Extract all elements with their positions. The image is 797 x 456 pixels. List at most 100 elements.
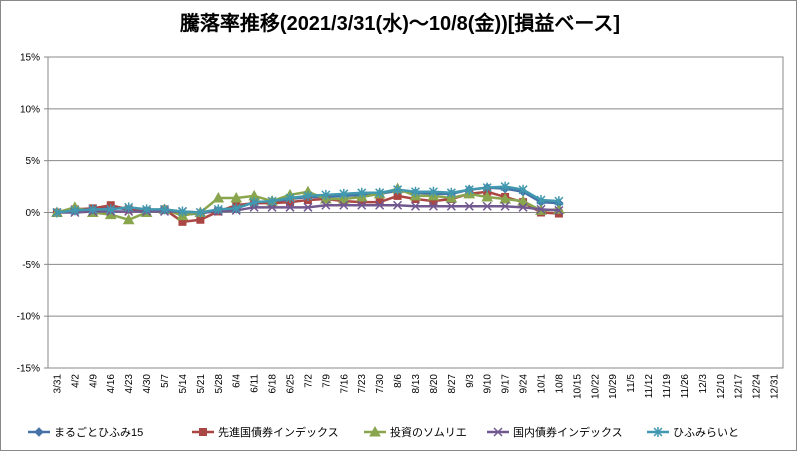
marker [500,181,510,192]
legend-label: 国内債券インデックス [513,425,623,439]
marker [339,200,349,210]
x-tick-label: 12/31 [770,374,781,399]
marker [554,205,564,215]
marker [285,192,295,203]
marker [375,200,385,210]
x-tick-label: 12/17 [734,374,745,399]
x-tick-label: 6/11 [250,374,261,393]
x-tick-label: 12/10 [716,374,727,399]
x-tick-label: 7/30 [375,374,386,394]
y-tick-label: -10% [17,312,40,323]
marker [554,196,564,207]
chart-title: 騰落率推移(2021/3/31(水)～10/8(金))[損益ベース] [180,11,620,35]
x-tick-label: 11/12 [644,374,655,399]
y-tick-label: 10% [20,104,40,115]
marker [428,186,438,197]
marker [482,201,492,211]
marker [231,203,241,214]
x-tick-label: 6/4 [232,374,243,388]
x-tick-label: 8/27 [447,374,458,394]
legend-marker [199,428,207,436]
marker [321,189,331,200]
marker [482,182,492,193]
y-tick-label: 5% [26,156,41,167]
marker [159,204,170,215]
x-tick-label: 4/9 [88,374,99,388]
marker [124,202,134,213]
x-tick-label: 5/28 [214,374,225,394]
x-tick-label: 7/2 [303,374,314,388]
x-tick-label: 12/24 [752,374,763,399]
y-tick-label: -15% [17,364,40,375]
y-tick-label: 15% [20,53,40,64]
x-tick-label: 10/29 [608,374,619,399]
x-tick-label: 7/23 [357,374,368,394]
x-tick-label: 11/19 [662,374,673,399]
marker [70,205,80,216]
marker [357,200,367,210]
x-tick-label: 8/13 [411,374,422,394]
marker [177,206,187,217]
x-tick-label: 11/5 [626,374,637,393]
y-tick-label: 0% [26,208,41,219]
x-tick-label: 4/30 [142,374,153,394]
marker [303,190,313,201]
marker [321,200,331,210]
legend-marker [369,425,381,437]
x-tick-label: 9/3 [465,374,476,388]
marker [410,186,421,197]
x-tick-label: 5/7 [160,374,171,388]
marker [285,202,295,212]
legend-marker [34,427,44,437]
x-tick-label: 12/3 [698,374,709,394]
x-tick-label: 10/15 [572,374,583,399]
x-tick-label: 5/21 [196,374,207,394]
marker [249,197,259,208]
marker [410,201,421,211]
marker [88,204,98,215]
x-tick-label: 7/16 [339,374,350,394]
marker [339,188,349,199]
marker [303,202,313,212]
marker [428,201,438,211]
x-tick-label: 8/6 [393,374,404,388]
legend-label: 先進国債券インデックス [218,425,339,439]
marker [357,187,367,198]
marker [481,190,494,202]
marker [213,204,223,215]
marker [142,204,152,215]
marker [212,191,225,203]
marker [518,184,528,195]
marker [499,192,511,204]
marker [446,187,456,198]
x-tick-label: 9/17 [501,374,512,394]
marker [106,204,116,215]
y-tick-label: -5% [22,260,40,271]
x-tick-label: 6/25 [286,374,297,394]
legend-label: ひふみらいと [673,426,739,439]
marker [393,200,403,210]
marker [230,191,243,203]
marker [393,184,403,195]
marker [464,184,474,195]
marker [500,201,510,211]
marker [375,187,385,198]
x-tick-label: 6/18 [268,374,279,394]
x-tick-label: 4/2 [70,374,81,388]
marker [122,213,135,225]
x-tick-label: 7/9 [321,374,332,388]
x-tick-label: 3/31 [52,374,63,394]
x-tick-label: 10/22 [590,374,601,399]
x-tick-label: 5/14 [178,374,189,394]
x-tick-label: 9/24 [519,374,530,394]
x-tick-label: 10/8 [554,374,565,394]
marker [267,196,277,207]
x-tick-label: 11/26 [680,374,691,399]
x-tick-label: 10/1 [536,374,547,394]
x-tick-label: 4/16 [106,374,117,394]
marker [195,207,205,218]
marker [517,195,529,206]
legend-marker [653,427,663,437]
marker [464,201,474,211]
